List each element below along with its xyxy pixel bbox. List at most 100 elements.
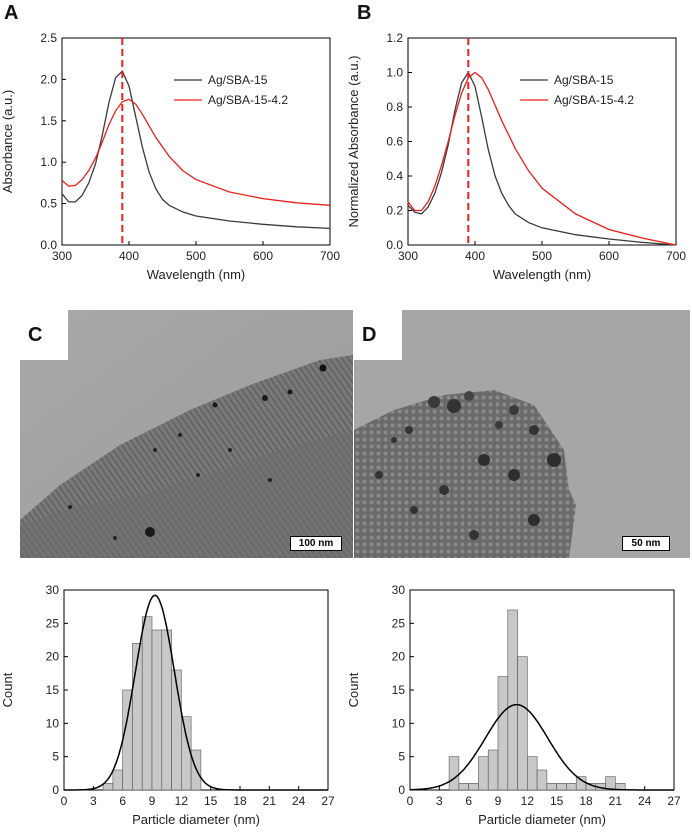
legend-label: Ag/SBA-15-4.2 (208, 93, 288, 107)
y-tick-label: 1.0 (386, 66, 403, 80)
chart-c-histogram: 0 3 6 9 12 15 18 21 24 27 0 5 10 15 20 25 30 Particle dia… (0, 583, 335, 827)
tem-c-label-inset (20, 310, 68, 360)
x-tick-label: 15 (204, 794, 218, 808)
panel-label-b: B (357, 2, 372, 24)
histogram-bar (161, 629, 172, 791)
y-tick-label: 20 (46, 650, 60, 664)
y-tick-label: 1.0 (40, 155, 57, 169)
histogram-bar (536, 769, 548, 791)
histogram-bar (181, 716, 192, 791)
histogram-bar (566, 783, 577, 791)
histogram-bar (546, 783, 557, 791)
y-tick-label: 0.5 (40, 197, 57, 211)
y-tick-label: 15 (46, 683, 60, 697)
x-tick-label: 12 (175, 794, 189, 808)
y-tick-label: 0 (52, 783, 59, 797)
x-tick-label: 500 (532, 249, 552, 263)
x-tick-label: 3 (436, 794, 443, 808)
histogram-bar (112, 769, 123, 791)
x-tick-label: 400 (119, 249, 139, 263)
series-line-ag-sba-15-4-2 (61, 98, 331, 206)
x-tick-label: 27 (321, 794, 335, 808)
x-tick-label: 500 (186, 249, 206, 263)
x-axis-label: Particle diameter (nm) (478, 812, 606, 827)
y-tick-label: 5 (52, 750, 59, 764)
tem-image-d-texture (354, 310, 690, 558)
histogram-bar (517, 656, 528, 791)
gaussian-fit-curve (410, 703, 674, 791)
y-tick-label: 30 (46, 583, 60, 597)
y-tick-label: 2.0 (40, 72, 57, 86)
chart-a-absorbance: 300 400 500 600 700 0.0 0.5 1.0 1.5 2.0 2.5 Wavelen… (0, 31, 340, 282)
x-tick-label: 3 (90, 794, 97, 808)
histogram-bar (575, 776, 587, 791)
y-tick-label: 20 (392, 650, 406, 664)
panel-label-d: D (362, 324, 377, 346)
y-tick-label: 0.2 (386, 204, 403, 218)
x-tick-label: 700 (666, 249, 686, 263)
y-tick-label: 10 (46, 716, 60, 730)
histogram-bar (556, 783, 567, 791)
x-axis-label: Wavelength (nm) (147, 267, 246, 282)
x-tick-label: 300 (52, 249, 72, 263)
tem-image-c: C 100 nm (20, 310, 353, 558)
panel-label-c: C (28, 324, 43, 346)
y-tick-label: 25 (392, 616, 406, 630)
histogram-bar (102, 783, 114, 791)
y-axis-label: Normalized Absorbance (a.u.) (346, 56, 361, 228)
x-tick-label: 21 (263, 794, 277, 808)
tem-image-d: D 50 nm (354, 310, 690, 558)
legend-label: Ag/SBA-15 (554, 73, 614, 87)
x-tick-label: 0 (61, 794, 68, 808)
x-axis-label: Particle diameter (nm) (132, 812, 260, 827)
tem-image-c-texture (20, 310, 353, 558)
x-tick-label: 18 (579, 794, 593, 808)
chart-b-normalized-absorbance: 300 400 500 600 700 0.0 0.2 0.4 0.6 0.8 1.0 1.2 Wave… (346, 31, 686, 282)
histogram-bar (448, 756, 460, 791)
x-tick-label: 21 (609, 794, 623, 808)
y-tick-label: 0.0 (40, 238, 57, 252)
y-tick-label: 0 (398, 783, 405, 797)
x-tick-label: 24 (638, 794, 652, 808)
x-tick-label: 300 (398, 249, 418, 263)
y-axis-label: Absorbance (a.u.) (0, 90, 15, 193)
legend-label: Ag/SBA-15 (208, 73, 268, 87)
y-tick-label: 2.5 (40, 31, 57, 45)
y-axis-label: Count (0, 672, 15, 707)
x-tick-label: 27 (667, 794, 681, 808)
y-tick-label: 0.0 (386, 238, 403, 252)
histogram-bar (478, 756, 489, 791)
y-axis-label: Count (346, 672, 361, 707)
gaussian-fit-curve (64, 594, 328, 791)
scale-bar-d: 50 nm (622, 536, 670, 551)
histogram-bar (122, 689, 133, 791)
y-tick-label: 25 (46, 616, 60, 630)
histogram-bar (141, 616, 153, 791)
legend-label: Ag/SBA-15-4.2 (554, 93, 634, 107)
y-tick-label: 1.5 (40, 114, 57, 128)
x-tick-label: 6 (465, 794, 472, 808)
x-tick-label: 600 (599, 249, 619, 263)
x-tick-label: 700 (320, 249, 340, 263)
x-tick-label: 12 (521, 794, 535, 808)
y-tick-label: 10 (392, 716, 406, 730)
y-tick-label: 0.8 (386, 100, 403, 114)
x-tick-label: 6 (119, 794, 126, 808)
chart-d-histogram: 0 3 6 9 12 15 18 21 24 27 0 5 10 15 20 25 30 Particle dia… (346, 583, 681, 827)
histogram-bar (132, 643, 143, 791)
x-tick-label: 18 (233, 794, 247, 808)
x-tick-label: 24 (292, 794, 306, 808)
y-tick-label: 15 (392, 683, 406, 697)
y-tick-label: 0.6 (386, 135, 403, 149)
series-line-ag-sba-15 (407, 71, 677, 246)
x-tick-label: 9 (495, 794, 502, 808)
x-tick-label: 9 (149, 794, 156, 808)
histogram-bar (151, 629, 163, 791)
histogram-bar (458, 783, 469, 791)
x-axis-label: Wavelength (nm) (493, 267, 592, 282)
x-tick-label: 0 (407, 794, 414, 808)
histogram-bar (497, 676, 509, 791)
panel-label-a: A (4, 2, 19, 24)
y-tick-label: 5 (398, 750, 405, 764)
tem-d-label-inset (354, 310, 402, 360)
